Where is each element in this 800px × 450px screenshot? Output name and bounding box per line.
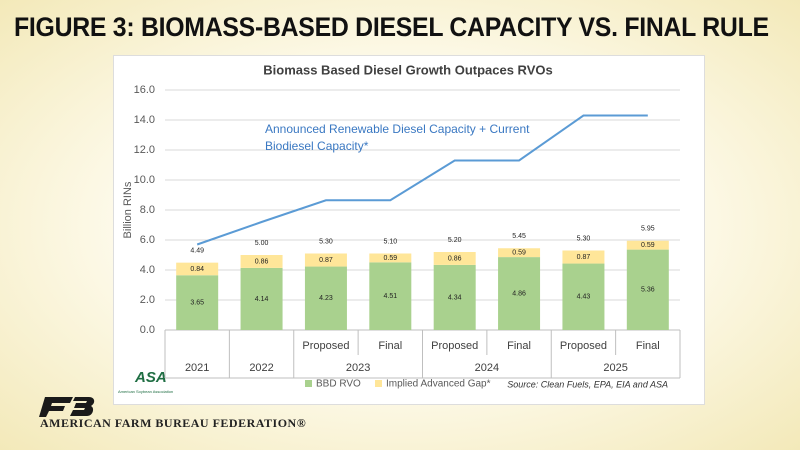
group-label: 2023: [346, 362, 370, 374]
legend-swatch: [375, 380, 382, 387]
bar-segment: [626, 240, 669, 250]
group-label: 2021: [185, 362, 209, 374]
group-label: 2025: [603, 362, 627, 374]
y-tick-label: 10.0: [134, 174, 155, 186]
total-label: 4.49: [190, 247, 204, 254]
bar-segment: [369, 262, 412, 330]
y-tick-label: 8.0: [140, 204, 155, 216]
line: [196, 114, 648, 246]
bar-segment: [562, 250, 605, 264]
value-label: 0.59: [384, 255, 398, 262]
source: Source: Clean Fuels, EPA, EIA and ASA: [507, 379, 668, 389]
asa-logo-name: American Soybean Association: [118, 389, 173, 394]
value-label: 4.14: [255, 296, 269, 303]
value-label: 5.36: [641, 287, 655, 294]
org-name: AMERICAN FARM BUREAU FEDERATION®: [40, 416, 307, 430]
value-label: 0.86: [448, 255, 462, 262]
chart-title: Biomass Based Diesel Growth Outpaces RVO…: [263, 62, 552, 77]
x-tick-label: Proposed: [560, 340, 607, 352]
value-label: 0.87: [319, 257, 333, 264]
x-tick-label: Final: [378, 340, 402, 352]
value-label: 4.23: [319, 295, 333, 302]
y-tick-label: 14.0: [134, 114, 155, 126]
value-label: 0.59: [512, 250, 526, 257]
x-tick-label: Final: [636, 340, 660, 352]
value-label: 0.87: [577, 254, 591, 261]
value-label: 4.34: [448, 294, 462, 301]
value-label: 0.59: [641, 242, 655, 249]
value-label: 3.65: [190, 299, 204, 306]
total-label: 5.30: [319, 238, 333, 245]
bar-segment: [498, 257, 541, 330]
bar-segment: [304, 266, 347, 330]
x-tick-label: Proposed: [431, 340, 478, 352]
legend-label: Implied Advanced Gap*: [386, 379, 491, 390]
bar-segment: [304, 253, 347, 267]
total-label: 5.95: [641, 226, 655, 233]
x-tick-label: Proposed: [302, 340, 349, 352]
bar-segment: [433, 252, 476, 265]
bar-segment: [433, 264, 476, 330]
bar-segment: [562, 263, 605, 330]
bar-segment: [240, 267, 283, 330]
x-tick-label: Final: [507, 340, 531, 352]
asa-logo: ASA: [134, 369, 167, 386]
y-tick-label: 16.0: [134, 84, 155, 96]
value-label: 0.84: [190, 266, 204, 273]
total-label: 5.20: [448, 237, 462, 244]
bar-segment: [369, 253, 412, 263]
y-tick-label: 6.0: [140, 234, 155, 246]
y-tick-label: 12.0: [134, 144, 155, 156]
chart-panel: [113, 55, 705, 405]
bar-segment: [240, 255, 283, 268]
value-label: 4.86: [512, 290, 526, 297]
group-label: 2022: [249, 362, 273, 374]
total-label: 5.00: [255, 240, 269, 247]
value-label: 4.51: [384, 293, 398, 300]
bar-segment: [176, 275, 219, 330]
bar-segment: [498, 248, 541, 258]
total-label: 5.30: [577, 235, 591, 242]
group-label: 2024: [475, 362, 499, 374]
bar-segment: [176, 262, 219, 276]
slide-title: FIGURE 3: BIOMASS-BASED DIESEL CAPACITY …: [14, 12, 769, 42]
y-tick-label: 0.0: [140, 324, 155, 336]
y-axis-label: Billion RINs: [122, 181, 134, 238]
total-label: 5.45: [512, 233, 526, 240]
total-label: 5.10: [384, 238, 398, 245]
value-label: 0.86: [255, 258, 269, 265]
legend-swatch: [305, 380, 312, 387]
legend-label: BBD RVO: [316, 379, 361, 390]
value-label: 4.43: [577, 294, 591, 301]
line-annotation: Announced Renewable Diesel Capacity + Cu…: [265, 122, 530, 153]
bar-segment: [626, 249, 669, 330]
y-tick-label: 2.0: [140, 294, 155, 306]
y-tick-label: 4.0: [140, 264, 155, 276]
afbf-logo: [39, 397, 95, 417]
